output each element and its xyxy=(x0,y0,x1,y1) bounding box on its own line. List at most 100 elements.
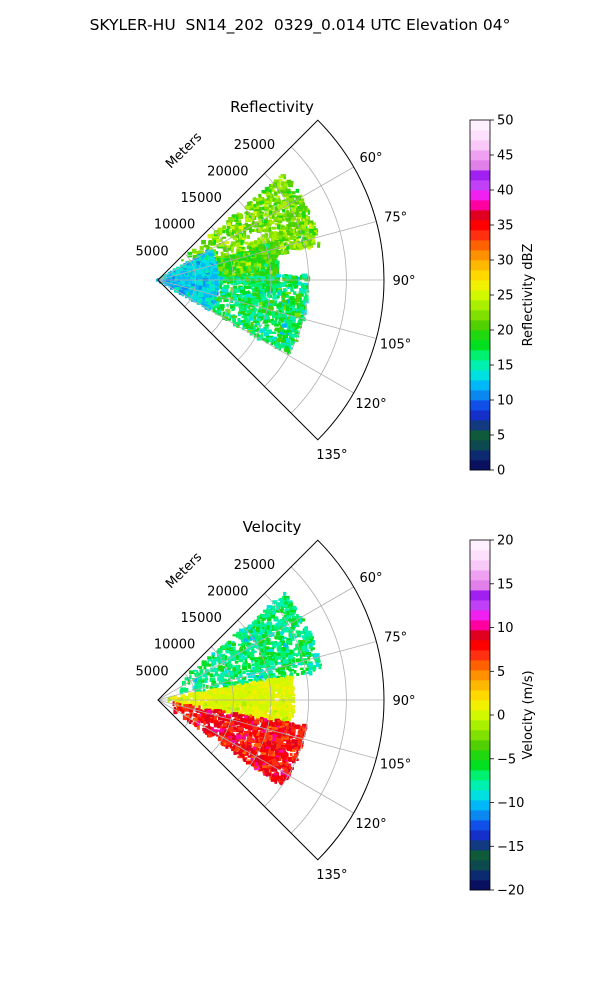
echo-cell xyxy=(286,598,289,602)
echo-cell xyxy=(189,260,194,263)
echo-cell xyxy=(296,634,300,638)
echo-cell xyxy=(282,638,285,641)
echo-cell xyxy=(209,257,214,263)
echo-cell xyxy=(288,195,293,198)
echo-cell xyxy=(281,312,287,317)
echo-cell xyxy=(264,190,269,193)
echo-cell xyxy=(307,244,311,250)
echo-cell xyxy=(222,672,228,676)
echo-cell xyxy=(290,306,295,312)
echo-cell xyxy=(264,209,269,212)
echo-cell xyxy=(289,210,296,214)
echo-cell xyxy=(265,193,271,197)
echo-cell xyxy=(270,287,276,291)
echo-cell xyxy=(232,646,236,651)
echo-cell xyxy=(297,235,301,239)
echo-cell xyxy=(286,665,290,670)
echo-cell xyxy=(228,280,235,284)
echo-cell xyxy=(289,232,294,237)
echo-cell xyxy=(271,283,278,289)
echo-cell xyxy=(272,281,279,285)
echo-cell xyxy=(257,258,264,264)
echo-cell xyxy=(257,659,263,664)
echo-cell xyxy=(258,615,264,620)
echo-cell xyxy=(273,216,279,221)
echo-cell xyxy=(247,688,252,694)
echo-cell xyxy=(287,214,294,217)
echo-cell xyxy=(277,334,282,337)
echo-cell xyxy=(278,649,283,651)
echo-cell xyxy=(200,292,203,297)
colorbar-swatch xyxy=(470,170,490,181)
echo-cell xyxy=(202,683,205,689)
echo-cell xyxy=(291,236,297,240)
echo-cell xyxy=(275,238,281,241)
echo-cell xyxy=(242,639,245,645)
echo-cell xyxy=(272,262,275,266)
echo-cell xyxy=(297,325,302,329)
echo-cell xyxy=(298,245,301,249)
echo-cell xyxy=(269,254,274,257)
echo-cell xyxy=(285,291,291,294)
echo-cell xyxy=(263,331,269,337)
echo-cell xyxy=(252,198,258,201)
echo-cell xyxy=(264,206,270,210)
echo-cell xyxy=(266,225,269,231)
echo-cell xyxy=(239,233,242,239)
echo-cell xyxy=(244,659,247,664)
echo-cell xyxy=(236,655,239,659)
echo-cell xyxy=(201,254,206,257)
echo-cell xyxy=(215,670,218,675)
echo-cell xyxy=(168,271,175,275)
colorbar-swatch xyxy=(470,390,490,401)
echo-cell xyxy=(174,287,180,291)
echo-cell xyxy=(212,285,216,288)
echo-cell xyxy=(258,227,261,231)
echo-cell xyxy=(225,255,232,259)
echo-cell xyxy=(276,275,281,281)
echo-cell xyxy=(232,228,237,234)
echo-cell xyxy=(296,304,301,309)
echo-cell xyxy=(263,319,269,324)
echo-cell xyxy=(236,229,241,233)
echo-cell xyxy=(287,654,294,660)
echo-cell xyxy=(277,645,282,650)
echo-cell xyxy=(283,242,286,246)
echo-cell xyxy=(275,339,279,345)
echo-cell xyxy=(260,218,264,224)
echo-cell xyxy=(305,652,311,655)
echo-cell xyxy=(269,651,273,655)
echo-cell xyxy=(272,314,276,319)
echo-cell xyxy=(286,243,290,249)
echo-cell xyxy=(164,280,170,286)
colorbar-swatch xyxy=(470,150,490,161)
echo-cell xyxy=(278,603,282,607)
echo-cell xyxy=(308,241,311,246)
echo-cell xyxy=(285,605,288,609)
echo-cell xyxy=(307,236,313,241)
echo-cell xyxy=(262,626,266,632)
echo-cell xyxy=(207,663,212,667)
echo-cell xyxy=(274,328,277,331)
echo-cell xyxy=(270,205,274,211)
echo-cell xyxy=(276,605,281,611)
echo-cell xyxy=(309,653,314,657)
echo-cell xyxy=(273,340,277,344)
echo-cell xyxy=(222,271,227,275)
echo-cell xyxy=(260,269,265,272)
echo-cell xyxy=(291,341,294,346)
echo-cell xyxy=(215,309,220,314)
echo-cell xyxy=(284,238,289,241)
echo-cell xyxy=(196,280,201,286)
echo-cell xyxy=(235,261,238,265)
echo-cell xyxy=(205,676,208,681)
echo-cell xyxy=(274,239,279,245)
echo-cell xyxy=(267,337,273,342)
echo-cell xyxy=(298,291,302,294)
colorbar-swatch xyxy=(470,140,490,151)
echo-cell xyxy=(238,225,244,230)
echo-cell xyxy=(209,297,215,300)
echo-cell xyxy=(292,280,298,285)
echo-cell xyxy=(202,298,207,301)
echo-cell xyxy=(212,249,216,254)
